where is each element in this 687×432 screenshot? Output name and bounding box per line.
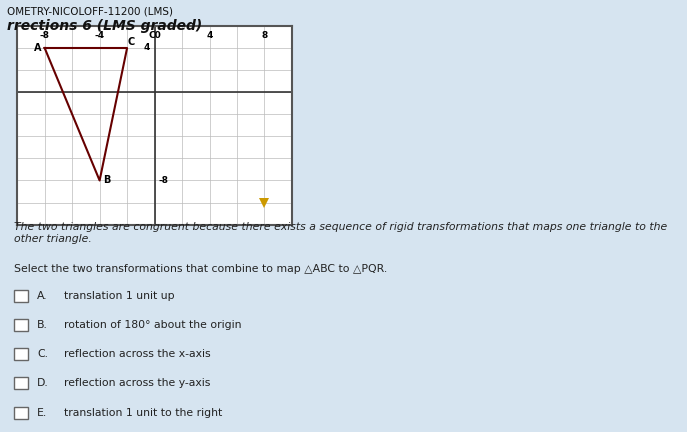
Text: C: C bbox=[128, 38, 135, 48]
Text: D.: D. bbox=[37, 378, 49, 388]
Text: B.: B. bbox=[37, 320, 48, 330]
Text: C0: C0 bbox=[148, 32, 161, 41]
Text: B: B bbox=[103, 175, 110, 185]
Text: -4: -4 bbox=[95, 32, 104, 41]
Text: C.: C. bbox=[37, 349, 48, 359]
Text: rrections 6 (LMS graded): rrections 6 (LMS graded) bbox=[7, 19, 202, 33]
Bar bbox=[14, 378, 28, 389]
Text: 4: 4 bbox=[206, 32, 213, 41]
Bar bbox=[14, 319, 28, 331]
Text: translation 1 unit up: translation 1 unit up bbox=[64, 291, 174, 301]
Text: The two triangles are congruent because there exists a sequence of rigid transfo: The two triangles are congruent because … bbox=[14, 222, 667, 244]
Text: translation 1 unit to the right: translation 1 unit to the right bbox=[64, 407, 223, 418]
Text: reflection across the y-axis: reflection across the y-axis bbox=[64, 378, 210, 388]
Text: A: A bbox=[34, 43, 41, 53]
Text: -8: -8 bbox=[159, 176, 169, 185]
Bar bbox=[14, 290, 28, 302]
Text: 8: 8 bbox=[261, 32, 268, 41]
Text: reflection across the x-axis: reflection across the x-axis bbox=[64, 349, 211, 359]
Text: E.: E. bbox=[37, 407, 47, 418]
Text: -8: -8 bbox=[40, 32, 49, 41]
Text: rotation of 180° about the origin: rotation of 180° about the origin bbox=[64, 320, 242, 330]
Text: A.: A. bbox=[37, 291, 48, 301]
Text: Select the two transformations that combine to map △ABC to △PQR.: Select the two transformations that comb… bbox=[14, 264, 387, 273]
Bar bbox=[14, 407, 28, 419]
Bar bbox=[14, 348, 28, 360]
Text: OMETRY-NICOLOFF-11200 (LMS): OMETRY-NICOLOFF-11200 (LMS) bbox=[7, 6, 173, 16]
Text: 4: 4 bbox=[144, 44, 150, 53]
